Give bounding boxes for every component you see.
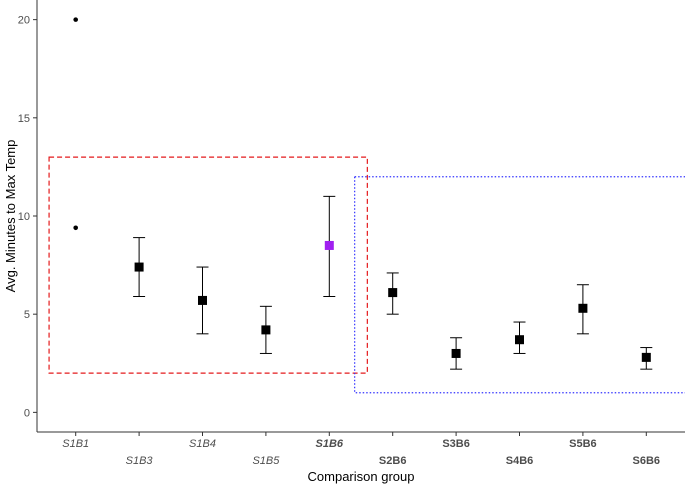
y-tick-label: 5	[24, 309, 30, 321]
y-tick-label: 0	[24, 407, 30, 419]
mean-marker	[198, 295, 207, 305]
x-tick-label: S5B6	[569, 438, 597, 450]
axes	[36, 0, 685, 433]
x-tick-label: S1B4	[189, 438, 216, 450]
ticks: 0 5 10 15 20 S1B1 S1B3 S1B4 S1B5 S1B6 S2B6 S3B6 S4B6…	[18, 15, 660, 467]
y-tick-label: 15	[18, 113, 30, 125]
mean-marker	[134, 262, 144, 272]
mean-marker	[515, 335, 524, 345]
x-tick-label: S4B6	[506, 455, 534, 467]
mean-marker	[578, 303, 588, 313]
mean-marker	[451, 348, 461, 358]
x-axis-title: Comparison group	[308, 469, 415, 484]
x-tick-label: S1B5	[252, 455, 280, 467]
mean-marker	[324, 240, 334, 250]
plot-marks	[73, 17, 653, 370]
mean-marker	[261, 325, 271, 335]
x-tick-label: S3B6	[442, 438, 470, 450]
y-tick-label: 20	[18, 15, 30, 27]
data-point	[73, 225, 78, 231]
y-axis-title: Avg. Minutes to Max Temp	[3, 140, 18, 293]
mean-marker	[641, 352, 651, 362]
x-tick-label: S1B3	[126, 455, 154, 467]
data-point	[73, 17, 78, 22]
x-tick-label: S1B1	[62, 438, 89, 450]
red-dashed-box	[48, 156, 368, 374]
blue-dotted-box	[354, 176, 685, 394]
x-tick-label: S6B6	[633, 455, 661, 467]
mean-marker	[388, 288, 398, 298]
x-tick-label: S1B6	[316, 438, 344, 450]
x-tick-label: S2B6	[379, 455, 407, 467]
y-tick-label: 10	[18, 211, 30, 223]
highlight-boxes	[48, 156, 685, 394]
